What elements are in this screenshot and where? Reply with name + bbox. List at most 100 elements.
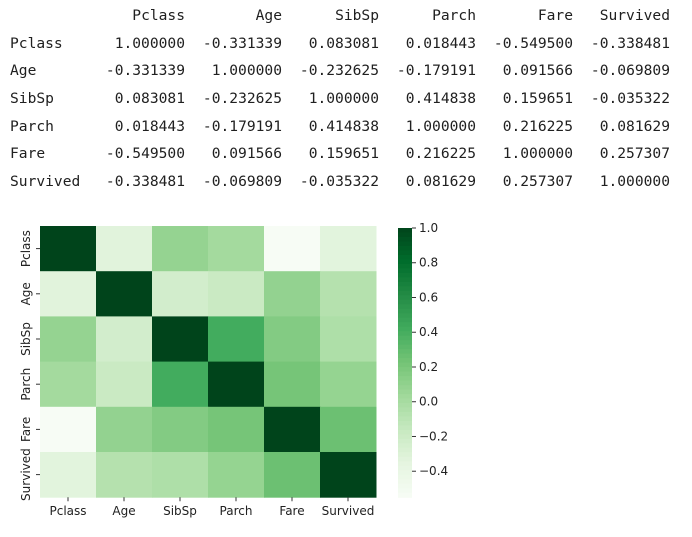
heatmap-cell [264, 271, 321, 317]
colorbar-segment [398, 389, 412, 395]
colorbar-segment [398, 465, 412, 471]
table-cell: -0.549500 [493, 34, 573, 52]
table-cell: -0.035322 [299, 172, 379, 190]
y-tick-label: Pclass [19, 230, 33, 267]
x-tick-label: Age [112, 504, 135, 518]
colorbar-segment [398, 353, 412, 359]
colorbar-segment [398, 236, 412, 243]
heatmap-cell [152, 361, 209, 408]
heatmap-cell [96, 406, 153, 453]
table-cell: -0.549500 [105, 145, 185, 163]
table-cell: 0.414838 [405, 90, 476, 108]
row-header: Survived [10, 172, 81, 190]
colorbar-segment [398, 425, 412, 431]
table-cell: -0.179191 [396, 62, 476, 80]
y-tick-label: Fare [19, 417, 33, 442]
heatmap-cell [208, 226, 265, 272]
table-cell: -0.331339 [202, 34, 282, 52]
heatmap-cell [152, 316, 209, 363]
colorbar-segment [398, 322, 412, 328]
colorbar-tick-label: 0.0 [419, 395, 438, 409]
colorbar-segment [398, 474, 412, 480]
heatmap-cell [320, 226, 377, 272]
x-tick-label: Parch [220, 504, 253, 518]
heatmap-cell [320, 316, 377, 363]
colorbar-segment [398, 344, 412, 350]
heatmap-cell [264, 406, 321, 453]
colorbar-segment [398, 416, 412, 422]
colorbar-segment [398, 479, 412, 485]
colorbar-segment [398, 394, 412, 400]
colorbar-segment [398, 358, 412, 364]
colorbar-segment [398, 259, 412, 265]
table-cell: 0.414838 [308, 117, 379, 135]
colorbar-segment [398, 371, 412, 377]
table-cell: 0.083081 [114, 90, 185, 108]
colorbar-segment [398, 335, 412, 341]
colorbar-segment [398, 420, 412, 427]
colorbar-tick-label: 0.2 [419, 360, 438, 374]
column-header: Parch [432, 7, 476, 25]
colorbar-tick-label: 0.6 [419, 290, 438, 304]
table-row: Parch 0.018443 -0.179191 0.414838 1.0000… [4, 112, 670, 140]
table-cell: -0.232625 [299, 62, 379, 80]
heatmap-cells [40, 226, 377, 498]
heatmap-cell [96, 226, 153, 272]
colorbar-segment [398, 456, 412, 462]
colorbar-segment [398, 447, 412, 453]
row-header: SibSp [10, 90, 54, 108]
heatmap-cell [40, 452, 97, 498]
y-tick-labels: Pclass Age SibSp Parch Fare Survived [19, 230, 40, 501]
colorbar-segment [398, 250, 412, 256]
table-cell: 1.000000 [211, 62, 282, 80]
colorbar: 1.0 0.8 0.6 0.4 0.2 0.0 −0.2 −0.4 [398, 221, 448, 498]
column-header: Pclass [132, 7, 185, 25]
colorbar-segment [398, 295, 412, 301]
y-tick-label: Survived [19, 448, 33, 501]
table-cell: -0.232625 [202, 90, 282, 108]
colorbar-segment [398, 488, 412, 494]
heatmap-cell [264, 361, 321, 408]
heatmap-cell [152, 406, 209, 453]
colorbar-segment [398, 268, 412, 274]
table-cell: 0.159651 [308, 145, 379, 163]
colorbar-segment [398, 452, 412, 458]
colorbar-segment [398, 443, 412, 449]
table-cell: 1.000000 [114, 34, 185, 52]
heatmap-cell [96, 361, 153, 408]
colorbar-segment [398, 326, 412, 332]
row-header: Age [10, 62, 37, 80]
colorbar-segment [398, 331, 412, 337]
row-header: Pclass [10, 34, 63, 52]
colorbar-segment [398, 349, 412, 355]
colorbar-tick-label: 0.8 [419, 256, 438, 270]
colorbar-segment [398, 290, 412, 296]
colorbar-segment [398, 317, 412, 323]
colorbar-segment [398, 376, 412, 382]
correlation-heatmap: Pclass Age SibSp Parch Fare Survived Pclass Ag… [19, 221, 448, 518]
table-cell: -0.338481 [105, 172, 185, 190]
colorbar-tick-label: 1.0 [419, 221, 438, 235]
table-cell: 0.081629 [405, 172, 476, 190]
colorbar-segment [398, 277, 412, 283]
colorbar-tick-label: −0.2 [419, 429, 448, 443]
column-header: Age [255, 7, 282, 25]
colorbar-segment [398, 263, 412, 269]
y-tick-label: Age [19, 282, 33, 305]
x-tick-label: SibSp [163, 504, 197, 518]
correlation-table: Pclass Age SibSp Parch Fare Survived Pcl… [4, 2, 670, 195]
table-cell: 0.018443 [405, 34, 476, 52]
table-cell: 0.091566 [502, 62, 573, 80]
heatmap-cell [40, 271, 97, 317]
table-row: Fare -0.549500 0.091566 0.159651 0.21622… [4, 140, 670, 168]
table-cell: 1.000000 [599, 172, 670, 190]
table-corner [4, 2, 96, 30]
heatmap-cell [96, 452, 153, 498]
colorbar-segment [398, 470, 412, 476]
heatmap-cell [152, 452, 209, 498]
colorbar-segment [398, 340, 412, 346]
colorbar-segment [398, 241, 412, 247]
colorbar-segment [398, 281, 412, 287]
x-tick-label: Survived [322, 504, 375, 518]
heatmap-cell [264, 452, 321, 498]
